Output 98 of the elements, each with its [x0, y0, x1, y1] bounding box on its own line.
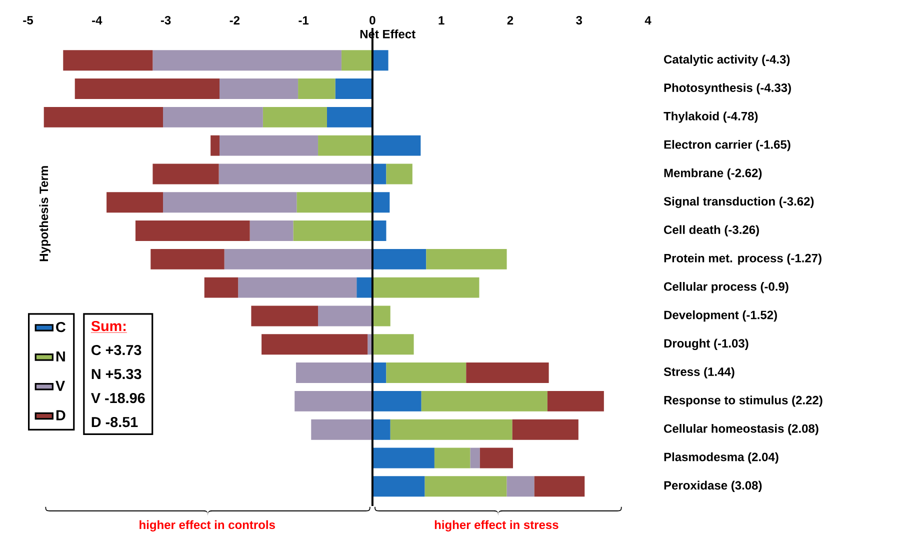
bar: [251, 306, 318, 326]
bar: [372, 277, 480, 298]
annotation: Sum:: [91, 320, 126, 332]
bar: [356, 277, 372, 298]
y-tick-label: Thylakoid (-4.78): [664, 112, 758, 123]
y-tick-label: Plasmodesma (2.04): [664, 452, 778, 464]
bar: [262, 334, 368, 355]
bar: [335, 78, 372, 99]
bar: [512, 419, 578, 440]
bar: [372, 362, 386, 384]
bar: [163, 106, 263, 128]
bar: [341, 50, 372, 71]
bar: [135, 220, 250, 242]
y-tick-label: Drought (-1.03): [664, 338, 748, 350]
bar: [372, 220, 386, 242]
annotation: C +3.73: [92, 344, 142, 356]
x-tick-label: 1: [438, 16, 444, 24]
legend-label: C: [56, 322, 66, 332]
y-tick-label: Cell death (-3.26): [664, 225, 759, 236]
x-tick-label: 3: [576, 16, 582, 24]
bar: [250, 220, 294, 242]
x-tick-label: 2: [507, 16, 514, 24]
y-tick-label: Catalytic activity (-4.3): [664, 54, 790, 66]
bar: [224, 248, 372, 270]
x-tick-label: -2: [230, 16, 240, 24]
bar: [296, 362, 372, 384]
bar: [163, 192, 297, 213]
y-axis-title: Hypothesis Term: [39, 166, 50, 262]
bar: [372, 306, 390, 326]
bar: [547, 390, 604, 412]
bar: [470, 448, 480, 468]
bar: [466, 362, 549, 384]
y-tick-label: Signal transduction (-3.62): [664, 196, 814, 208]
x-tick-label: -1: [298, 16, 309, 24]
bar: [326, 106, 372, 128]
bar: [318, 135, 372, 156]
y-tick-label: Peroxidase (3.08): [664, 480, 762, 492]
bar: [210, 135, 220, 156]
y-tick-label: Development (-1.52): [664, 310, 777, 322]
annotation: D -8.51: [92, 416, 138, 428]
y-tick-label: Cellular process (-0.9): [664, 282, 788, 294]
bar: [318, 306, 372, 326]
bar: [74, 78, 220, 99]
bar: [386, 164, 412, 184]
bar: [372, 50, 388, 71]
x-tick-label: 4: [644, 16, 652, 24]
bar: [294, 390, 372, 412]
bar: [372, 390, 422, 412]
bar: [63, 50, 153, 71]
bar: [372, 448, 434, 468]
bar: [534, 476, 585, 497]
bar: [480, 448, 513, 468]
bar: [152, 164, 219, 184]
legend-label: V: [56, 380, 65, 391]
bar: [426, 248, 507, 270]
legend-label: D: [56, 410, 66, 420]
bar: [238, 277, 357, 298]
bar: [298, 78, 336, 99]
bar: [506, 476, 534, 497]
y-tick-label: Stress (1.44): [664, 367, 734, 378]
text: higher effect in stress: [434, 520, 558, 532]
bar: [220, 135, 318, 156]
y-tick-label: Response to stimulus (2.22): [664, 396, 822, 407]
legend-label: N: [56, 351, 65, 362]
y-tick-label: Membrane (-2.62): [664, 168, 762, 180]
x-tick-label: -5: [23, 16, 34, 24]
bar: [152, 50, 342, 71]
bar: [386, 362, 466, 384]
annotation: N +5.33: [92, 368, 142, 380]
bar: [262, 106, 327, 128]
bar: [311, 419, 372, 440]
bar: [106, 192, 164, 213]
bar: [372, 476, 425, 497]
y-tick-label: Electron carrier (-1.65): [664, 140, 790, 152]
y-tick-label: Protein met. process (-1.27): [664, 254, 822, 265]
bar: [220, 78, 298, 99]
y-tick-label: Cellular homeostasis (2.08): [664, 424, 818, 436]
bar: [372, 334, 414, 355]
bar: [372, 135, 421, 156]
bar: [372, 192, 390, 213]
bar: [372, 248, 426, 270]
bar: [434, 448, 470, 468]
bar: [296, 192, 372, 213]
bar: [390, 419, 512, 440]
bar: [218, 164, 372, 184]
y-tick-label: Photosynthesis (-4.33): [664, 83, 791, 94]
bar: [372, 419, 390, 440]
bar: [293, 220, 372, 242]
bar: [44, 106, 164, 128]
bar: [204, 277, 238, 298]
annotation: V -18.96: [91, 392, 145, 404]
x-tick-label: 0: [370, 16, 376, 24]
bar: [150, 248, 224, 270]
text: higher effect in controls: [140, 520, 275, 532]
bar: [424, 476, 507, 497]
x-tick-label: -3: [160, 16, 171, 24]
bar: [421, 390, 548, 412]
x-tick-label: -4: [92, 16, 102, 24]
